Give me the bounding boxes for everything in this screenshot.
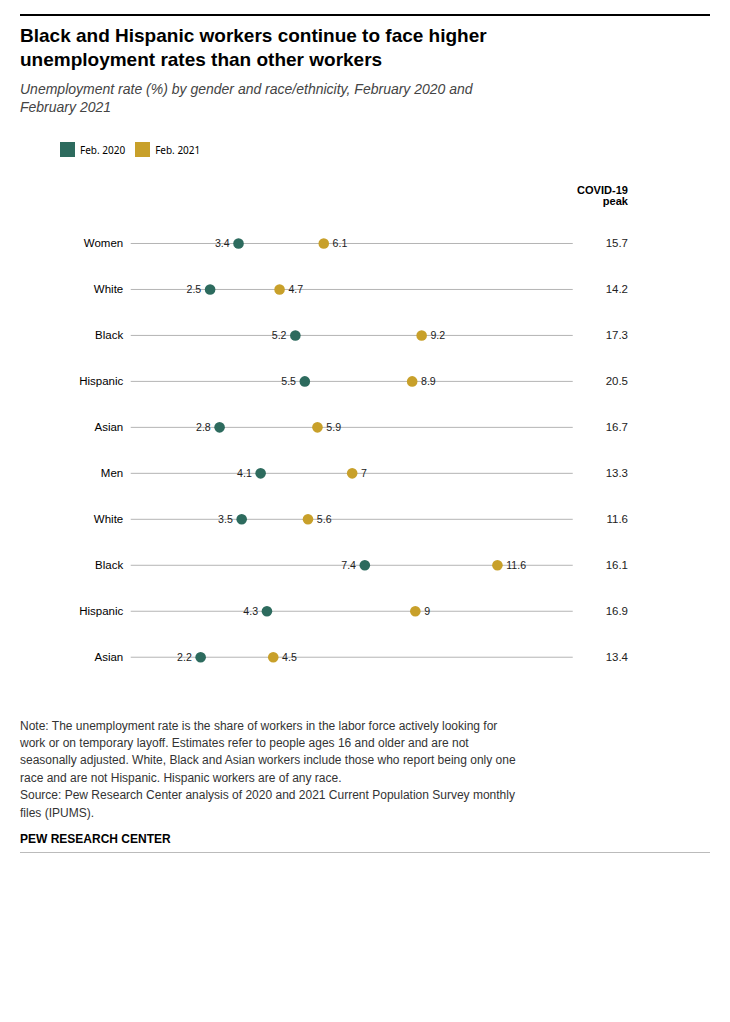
svg-text:8.9: 8.9	[421, 375, 436, 387]
svg-text:9.2: 9.2	[430, 329, 445, 341]
html-text:Feb. 2021: Feb. 2021	[155, 142, 201, 157]
svg-text:6.1: 6.1	[333, 237, 348, 249]
svg-text:4.1: 4.1	[237, 467, 252, 479]
svg-text:3.5: 3.5	[218, 513, 233, 525]
svg-text:13.3: 13.3	[606, 467, 628, 479]
svg-text:Hispanic: Hispanic	[79, 605, 123, 617]
svg-text:2.2: 2.2	[177, 651, 192, 663]
html-text:Black and Hispanic workers con: Black and Hispanic workers continue to f…	[20, 25, 487, 70]
svg-text:14.2: 14.2	[606, 283, 628, 295]
html-text:Note: The unemployment rate is: Note: The unemployment rate is the share…	[20, 718, 516, 820]
svg-text:2.8: 2.8	[196, 421, 211, 433]
svg-text:Asian: Asian	[94, 421, 123, 433]
svg-text:5.6: 5.6	[317, 513, 332, 525]
svg-text:5.2: 5.2	[272, 329, 287, 341]
svg-text:16.1: 16.1	[606, 559, 628, 571]
svg-text:7.4: 7.4	[341, 559, 356, 571]
svg-text:4.3: 4.3	[243, 605, 258, 617]
svg-text:13.4: 13.4	[606, 651, 629, 663]
svg-text:11.6: 11.6	[607, 513, 629, 525]
svg-text:COVID-19peak: COVID-19peak	[577, 184, 629, 207]
svg-text:17.3: 17.3	[606, 329, 628, 341]
svg-text:5.9: 5.9	[326, 421, 341, 433]
svg-text:11.6: 11.6	[506, 559, 526, 571]
svg-text:Women: Women	[84, 237, 123, 249]
svg-text:16.9: 16.9	[606, 605, 628, 617]
svg-text:Black: Black	[95, 329, 123, 341]
svg-text:4.7: 4.7	[288, 283, 303, 295]
svg-text:Men: Men	[101, 467, 123, 479]
svg-text:9: 9	[424, 605, 430, 617]
svg-text:4.5: 4.5	[282, 651, 297, 663]
svg-text:16.7: 16.7	[606, 421, 628, 433]
svg-text:3.4: 3.4	[215, 237, 230, 249]
svg-text:2.5: 2.5	[187, 283, 202, 295]
html-text:Unemployment rate (%) by gende: Unemployment rate (%) by gender and race…	[20, 80, 473, 116]
html-text:PEW RESEARCH CENTER: PEW RESEARCH CENTER	[20, 832, 171, 846]
svg-text:5.5: 5.5	[281, 375, 296, 387]
svg-text:Hispanic: Hispanic	[79, 375, 123, 387]
svg-text:7: 7	[361, 467, 367, 479]
svg-text:15.7: 15.7	[606, 237, 628, 249]
html-text:Feb. 2020: Feb. 2020	[80, 142, 126, 157]
svg-text:White: White	[94, 513, 123, 525]
svg-text:Asian: Asian	[94, 651, 123, 663]
svg-text:White: White	[94, 283, 123, 295]
svg-text:Black: Black	[95, 559, 123, 571]
svg-text:20.5: 20.5	[606, 375, 628, 387]
